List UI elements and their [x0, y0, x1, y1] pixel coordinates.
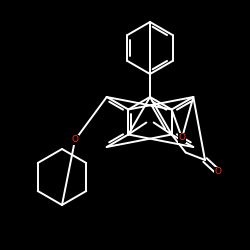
Text: O: O — [214, 168, 222, 176]
Text: O: O — [178, 134, 186, 142]
Text: O: O — [72, 136, 78, 144]
